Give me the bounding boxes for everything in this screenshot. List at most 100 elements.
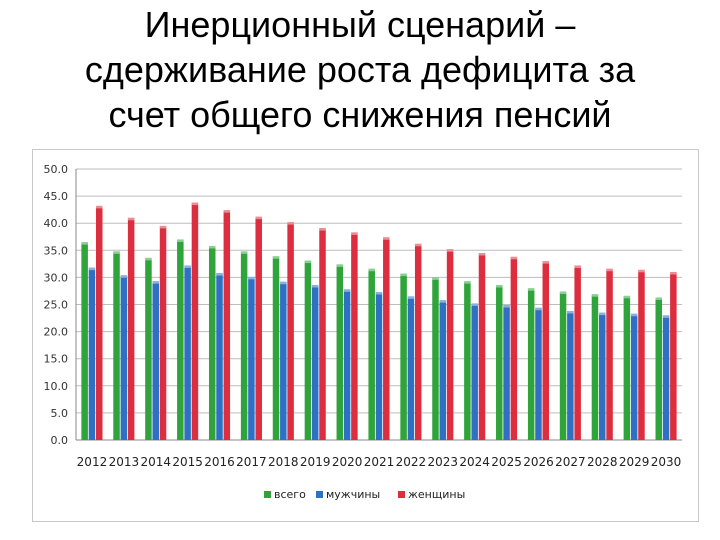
bar-всего-2014	[145, 257, 152, 440]
bar-мужчины-2012	[88, 267, 96, 440]
bar-highlight	[535, 307, 542, 311]
bar-всего-2027	[559, 291, 567, 440]
bar-всего-2013	[113, 251, 120, 440]
bar-женщины-2015	[191, 202, 199, 440]
x-tick-label: 2012	[77, 455, 108, 469]
bar-highlight	[599, 312, 606, 316]
bar-highlight	[177, 239, 184, 242]
bar-highlight	[559, 291, 567, 294]
bar-женщины-2014	[159, 225, 167, 440]
x-tick-label: 2014	[140, 455, 171, 469]
bar-женщины-2025	[510, 256, 518, 440]
bar-highlight	[407, 296, 415, 299]
bar-женщины-2016	[223, 210, 231, 440]
y-tick-label: 35.0	[44, 244, 69, 257]
bar-highlight	[287, 222, 294, 225]
bar-женщины-2029	[638, 269, 645, 440]
y-tick-label: 10.0	[44, 380, 69, 393]
bar-женщины-2012	[95, 205, 103, 440]
x-tick-label: 2016	[204, 455, 235, 469]
bar-мужчины-2023	[439, 300, 447, 440]
bar-highlight	[446, 249, 454, 252]
bar-мужчины-2022	[407, 296, 415, 440]
bar-highlight	[510, 256, 518, 260]
x-tick-label: 2028	[587, 455, 618, 469]
bar-highlight	[432, 277, 439, 280]
bar-мужчины-2020	[343, 289, 351, 440]
page-title: Инерционный сценарий – сдерживание роста…	[0, 2, 720, 137]
bar-всего-2029	[623, 295, 631, 440]
bar-highlight	[439, 300, 447, 303]
bar-женщины-2026	[542, 261, 550, 440]
bar-highlight	[240, 251, 248, 254]
bar-highlight	[655, 297, 663, 300]
bar-highlight	[191, 202, 199, 206]
tick-labels: 0.0 5.0 10.0 15.0 20.0 25.0 30.0 35.0 40.0 45.0 50…	[44, 163, 682, 469]
legend-label: мужчины	[326, 488, 380, 501]
x-tick-label: 2025	[491, 455, 522, 469]
bar-highlight	[95, 205, 103, 209]
bar-всего-2017	[240, 251, 248, 440]
x-tick-label: 2023	[428, 455, 459, 469]
bar-мужчины-2026	[535, 307, 542, 440]
bar-женщины-2024	[478, 253, 486, 440]
bar-мужчины-2013	[120, 275, 128, 440]
bar-всего-2030	[655, 297, 663, 440]
bar-highlight	[351, 232, 358, 235]
bar-всего-2028	[591, 294, 599, 440]
bar-highlight	[375, 292, 383, 295]
bar-всего-2012	[81, 242, 88, 440]
bar-highlight	[414, 243, 422, 247]
bar-всего-2025	[496, 284, 503, 440]
y-tick-label: 50.0	[44, 163, 69, 176]
y-tick-label: 0.0	[51, 434, 69, 447]
bar-женщины-2023	[446, 249, 454, 440]
x-tick-label: 2026	[523, 455, 554, 469]
bar-highlight	[127, 217, 135, 221]
bar-всего-2020	[336, 264, 344, 440]
bar-мужчины-2018	[280, 281, 287, 440]
x-tick-label: 2024	[459, 455, 490, 469]
bar-highlight	[574, 265, 581, 268]
y-tick-label: 40.0	[44, 217, 69, 230]
bar-highlight	[343, 289, 351, 292]
bar-highlight	[606, 268, 613, 272]
bar-highlight	[216, 273, 223, 276]
bar-мужчины-2014	[152, 281, 159, 440]
bar-highlight	[383, 237, 390, 240]
legend-swatch-мужчины	[316, 491, 323, 498]
x-tick-label: 2021	[364, 455, 395, 469]
bar-highlight	[464, 281, 471, 284]
bar-всего-2022	[400, 273, 407, 440]
y-tick-label: 20.0	[44, 326, 69, 339]
title-line-1: Инерционный сценарий –	[144, 4, 576, 45]
bar-женщины-2030	[670, 271, 677, 440]
bar-highlight	[670, 271, 677, 275]
bar-всего-2026	[527, 288, 535, 440]
y-tick-label: 15.0	[44, 353, 69, 366]
x-tick-label: 2018	[268, 455, 299, 469]
bar-мужчины-2019	[311, 284, 319, 440]
bar-highlight	[120, 275, 128, 278]
bar-highlight	[638, 269, 645, 273]
bar-highlight	[319, 228, 326, 231]
bar-highlight	[208, 245, 216, 249]
bar-highlight	[280, 281, 287, 285]
bar-всего-2015	[177, 239, 184, 440]
legend-swatch-женщины	[398, 491, 405, 498]
bar-женщины-2022	[414, 243, 422, 440]
x-tick-label: 2015	[172, 455, 203, 469]
x-tick-label: 2020	[332, 455, 363, 469]
legend-label: всего	[274, 488, 306, 501]
bar-highlight	[152, 281, 159, 284]
bar-мужчины-2015	[184, 265, 191, 440]
bar-женщины-2017	[255, 216, 262, 440]
x-tick-label: 2027	[555, 455, 586, 469]
bar-всего-2019	[304, 260, 312, 440]
bar-мужчины-2030	[662, 315, 670, 440]
bar-мужчины-2025	[503, 305, 510, 440]
bar-мужчины-2017	[248, 276, 255, 440]
bar-highlight	[81, 242, 88, 245]
bar-highlight	[223, 210, 231, 213]
